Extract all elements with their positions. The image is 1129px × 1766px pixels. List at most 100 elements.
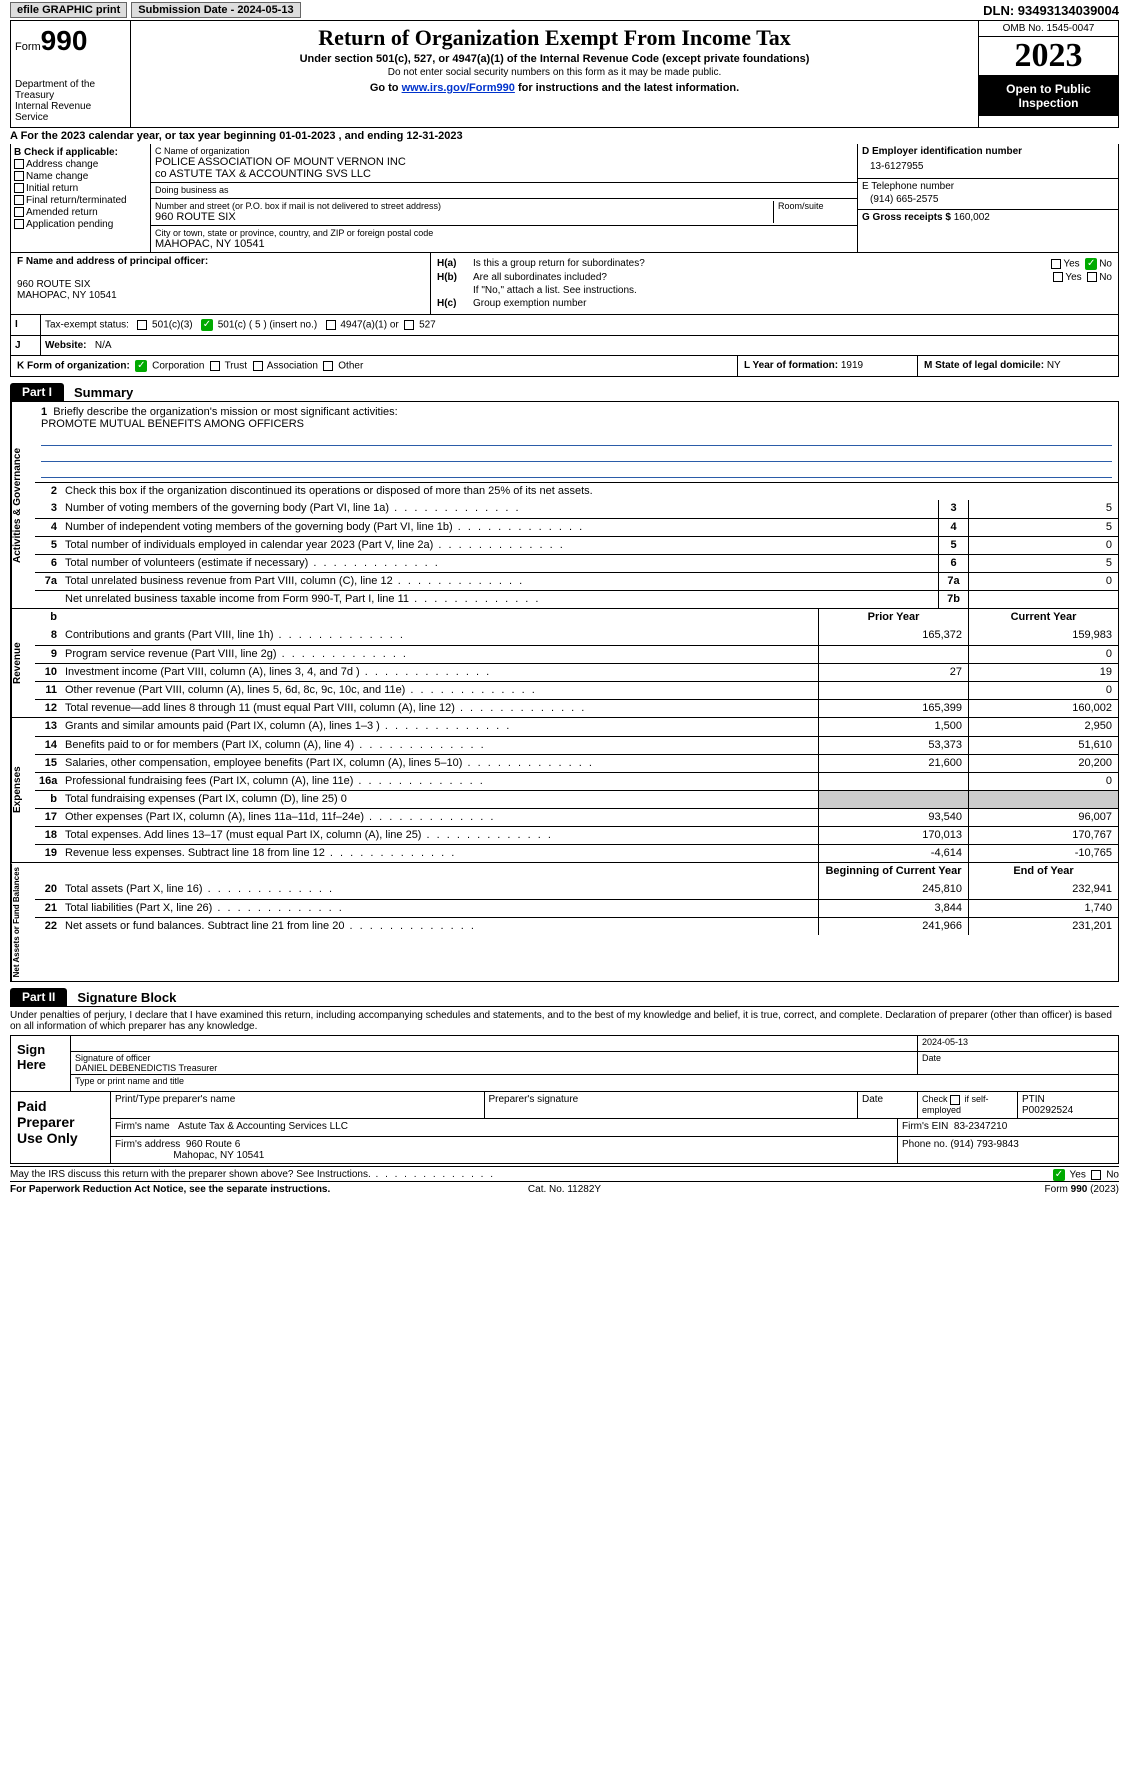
ptin-label: PTIN [1022, 1094, 1045, 1105]
summary-revenue: Revenue b Prior Year Current Year 8Contr… [10, 609, 1119, 718]
col-h-group: H(a) Is this a group return for subordin… [431, 253, 1118, 314]
street-label: Number and street (or P.O. box if mail i… [155, 201, 773, 211]
preparer-sig-hdr: Preparer's signature [485, 1092, 859, 1118]
dept-treasury: Department of the Treasury [15, 79, 126, 101]
summary-net-assets: Net Assets or Fund Balances Beginning of… [10, 863, 1119, 982]
col-b-header: B Check if applicable: [14, 147, 147, 158]
chk-corp[interactable]: ✓ [135, 360, 147, 372]
org-name-2: co ASTUTE TAX & ACCOUNTING SVS LLC [155, 168, 853, 180]
h-a-checks[interactable]: Yes ✓No [1051, 258, 1112, 270]
efile-print-button[interactable]: efile GRAPHIC print [10, 2, 127, 18]
form-subtitle-2: Do not enter social security numbers on … [137, 67, 972, 78]
chk-self-employed[interactable] [950, 1095, 960, 1105]
dba-label: Doing business as [155, 185, 853, 195]
paid-preparer-label: Paid Preparer Use Only [11, 1092, 111, 1163]
irs: Internal Revenue Service [15, 101, 126, 123]
chk-amended[interactable]: Amended return [14, 207, 147, 218]
header-center: Return of Organization Exempt From Incom… [131, 21, 978, 127]
line1-desc: Briefly describe the organization's miss… [53, 406, 397, 418]
tel-label: E Telephone number [862, 181, 1114, 192]
h-a-label: H(a) [437, 258, 473, 269]
summary-row: 12Total revenue—add lines 8 through 11 (… [35, 699, 1118, 717]
date-label: Date [918, 1052, 1118, 1074]
firm-name: Astute Tax & Accounting Services LLC [178, 1121, 348, 1132]
submission-date: Submission Date - 2024-05-13 [131, 2, 300, 18]
chk-501c3[interactable] [137, 320, 147, 330]
city-value: MAHOPAC, NY 10541 [155, 238, 853, 250]
chk-527[interactable] [404, 320, 414, 330]
summary-row: 7aTotal unrelated business revenue from … [35, 572, 1118, 590]
sig-date: 2024-05-13 [918, 1036, 1118, 1051]
form990-link[interactable]: www.irs.gov/Form990 [402, 82, 515, 94]
type-name-label: Type or print name and title [71, 1075, 1118, 1091]
chk-final-return[interactable]: Final return/terminated [14, 195, 147, 206]
summary-row: 14Benefits paid to or for members (Part … [35, 736, 1118, 754]
summary-row: 19Revenue less expenses. Subtract line 1… [35, 844, 1118, 862]
main-info-block: B Check if applicable: Address change Na… [10, 144, 1119, 253]
ein-value: 13-6127955 [862, 157, 1114, 176]
signature-block: Under penalties of perjury, I declare th… [10, 1006, 1119, 1092]
h-b-text: Are all subordinates included? [473, 272, 1053, 283]
summary-row: Net unrelated business taxable income fr… [35, 590, 1118, 608]
chk-application-pending[interactable]: Application pending [14, 219, 147, 230]
org-name-label: C Name of organization [155, 146, 853, 156]
sidetab-net-assets: Net Assets or Fund Balances [11, 863, 35, 981]
discuss-checks[interactable]: ✓ Yes No [1053, 1169, 1119, 1181]
officer-label: F Name and address of principal officer: [17, 256, 424, 267]
k-label: K Form of organization: [17, 361, 130, 372]
form-title: Return of Organization Exempt From Incom… [137, 25, 972, 51]
part1-title: Summary [74, 385, 133, 400]
chk-trust[interactable] [210, 361, 220, 371]
paperwork-notice: For Paperwork Reduction Act Notice, see … [10, 1184, 380, 1195]
chk-assoc[interactable] [253, 361, 263, 371]
footer: For Paperwork Reduction Act Notice, see … [10, 1181, 1119, 1197]
h-c-label: H(c) [437, 298, 473, 309]
chk-501c[interactable]: ✓ [201, 319, 213, 331]
h-b-checks[interactable]: Yes No [1053, 272, 1112, 283]
chk-4947[interactable] [326, 320, 336, 330]
gross-value: 160,002 [954, 212, 990, 223]
net-col2-hdr: End of Year [968, 863, 1118, 881]
summary-row: 20Total assets (Part X, line 16)245,8102… [35, 881, 1118, 899]
sig-officer-label: Signature of officer [75, 1053, 150, 1063]
summary-row: 17Other expenses (Part IX, column (A), l… [35, 808, 1118, 826]
h-a-text: Is this a group return for subordinates? [473, 258, 1051, 269]
perjury-text: Under penalties of perjury, I declare th… [10, 1006, 1119, 1035]
summary-governance: Activities & Governance 1 Briefly descri… [10, 401, 1119, 609]
summary-row: 18Total expenses. Add lines 13–17 (must … [35, 826, 1118, 844]
officer-name: DANIEL DEBENEDICTIS Treasurer [75, 1063, 217, 1073]
block-fh: F Name and address of principal officer:… [10, 253, 1119, 315]
sidetab-governance: Activities & Governance [11, 402, 35, 608]
firm-phone: (914) 793-9843 [950, 1139, 1018, 1150]
preparer-date-hdr: Date [858, 1092, 918, 1118]
form-number: 990 [41, 25, 88, 56]
line-a-tax-year: A For the 2023 calendar year, or tax yea… [10, 128, 1119, 144]
summary-row: 10Investment income (Part VIII, column (… [35, 663, 1118, 681]
gross-label: G Gross receipts $ [862, 212, 954, 223]
col-c-org-info: C Name of organization POLICE ASSOCIATIO… [151, 144, 858, 252]
summary-row: 15Salaries, other compensation, employee… [35, 754, 1118, 772]
firm-addr2: Mahopac, NY 10541 [173, 1150, 264, 1161]
chk-initial-return[interactable]: Initial return [14, 183, 147, 194]
chk-name-change[interactable]: Name change [14, 171, 147, 182]
col-d-ein: D Employer identification number 13-6127… [858, 144, 1118, 252]
net-col1-hdr: Beginning of Current Year [818, 863, 968, 881]
chk-other[interactable] [323, 361, 333, 371]
m-label: M State of legal domicile: [924, 360, 1047, 371]
cat-no: Cat. No. 11282Y [380, 1184, 750, 1195]
omb-number: OMB No. 1545-0047 [979, 21, 1118, 37]
l-value: 1919 [841, 360, 863, 371]
form-subtitle-3: Go to www.irs.gov/Form990 for instructio… [137, 82, 972, 94]
header-right: OMB No. 1545-0047 2023 Open to Public In… [978, 21, 1118, 127]
form-prefix: Form [15, 41, 41, 53]
chk-address-change[interactable]: Address change [14, 159, 147, 170]
summary-row: bTotal fundraising expenses (Part IX, co… [35, 790, 1118, 808]
firm-name-label: Firm's name [115, 1121, 170, 1132]
paid-preparer-block: Paid Preparer Use Only Print/Type prepar… [10, 1092, 1119, 1164]
summary-row: 22Net assets or fund balances. Subtract … [35, 917, 1118, 935]
form-subtitle-1: Under section 501(c), 527, or 4947(a)(1)… [137, 53, 972, 65]
summary-row: 21Total liabilities (Part X, line 26)3,8… [35, 899, 1118, 917]
mission-text: PROMOTE MUTUAL BENEFITS AMONG OFFICERS [41, 418, 304, 430]
rev-col2-hdr: Current Year [968, 609, 1118, 627]
line2-desc: Check this box if the organization disco… [61, 483, 1118, 500]
